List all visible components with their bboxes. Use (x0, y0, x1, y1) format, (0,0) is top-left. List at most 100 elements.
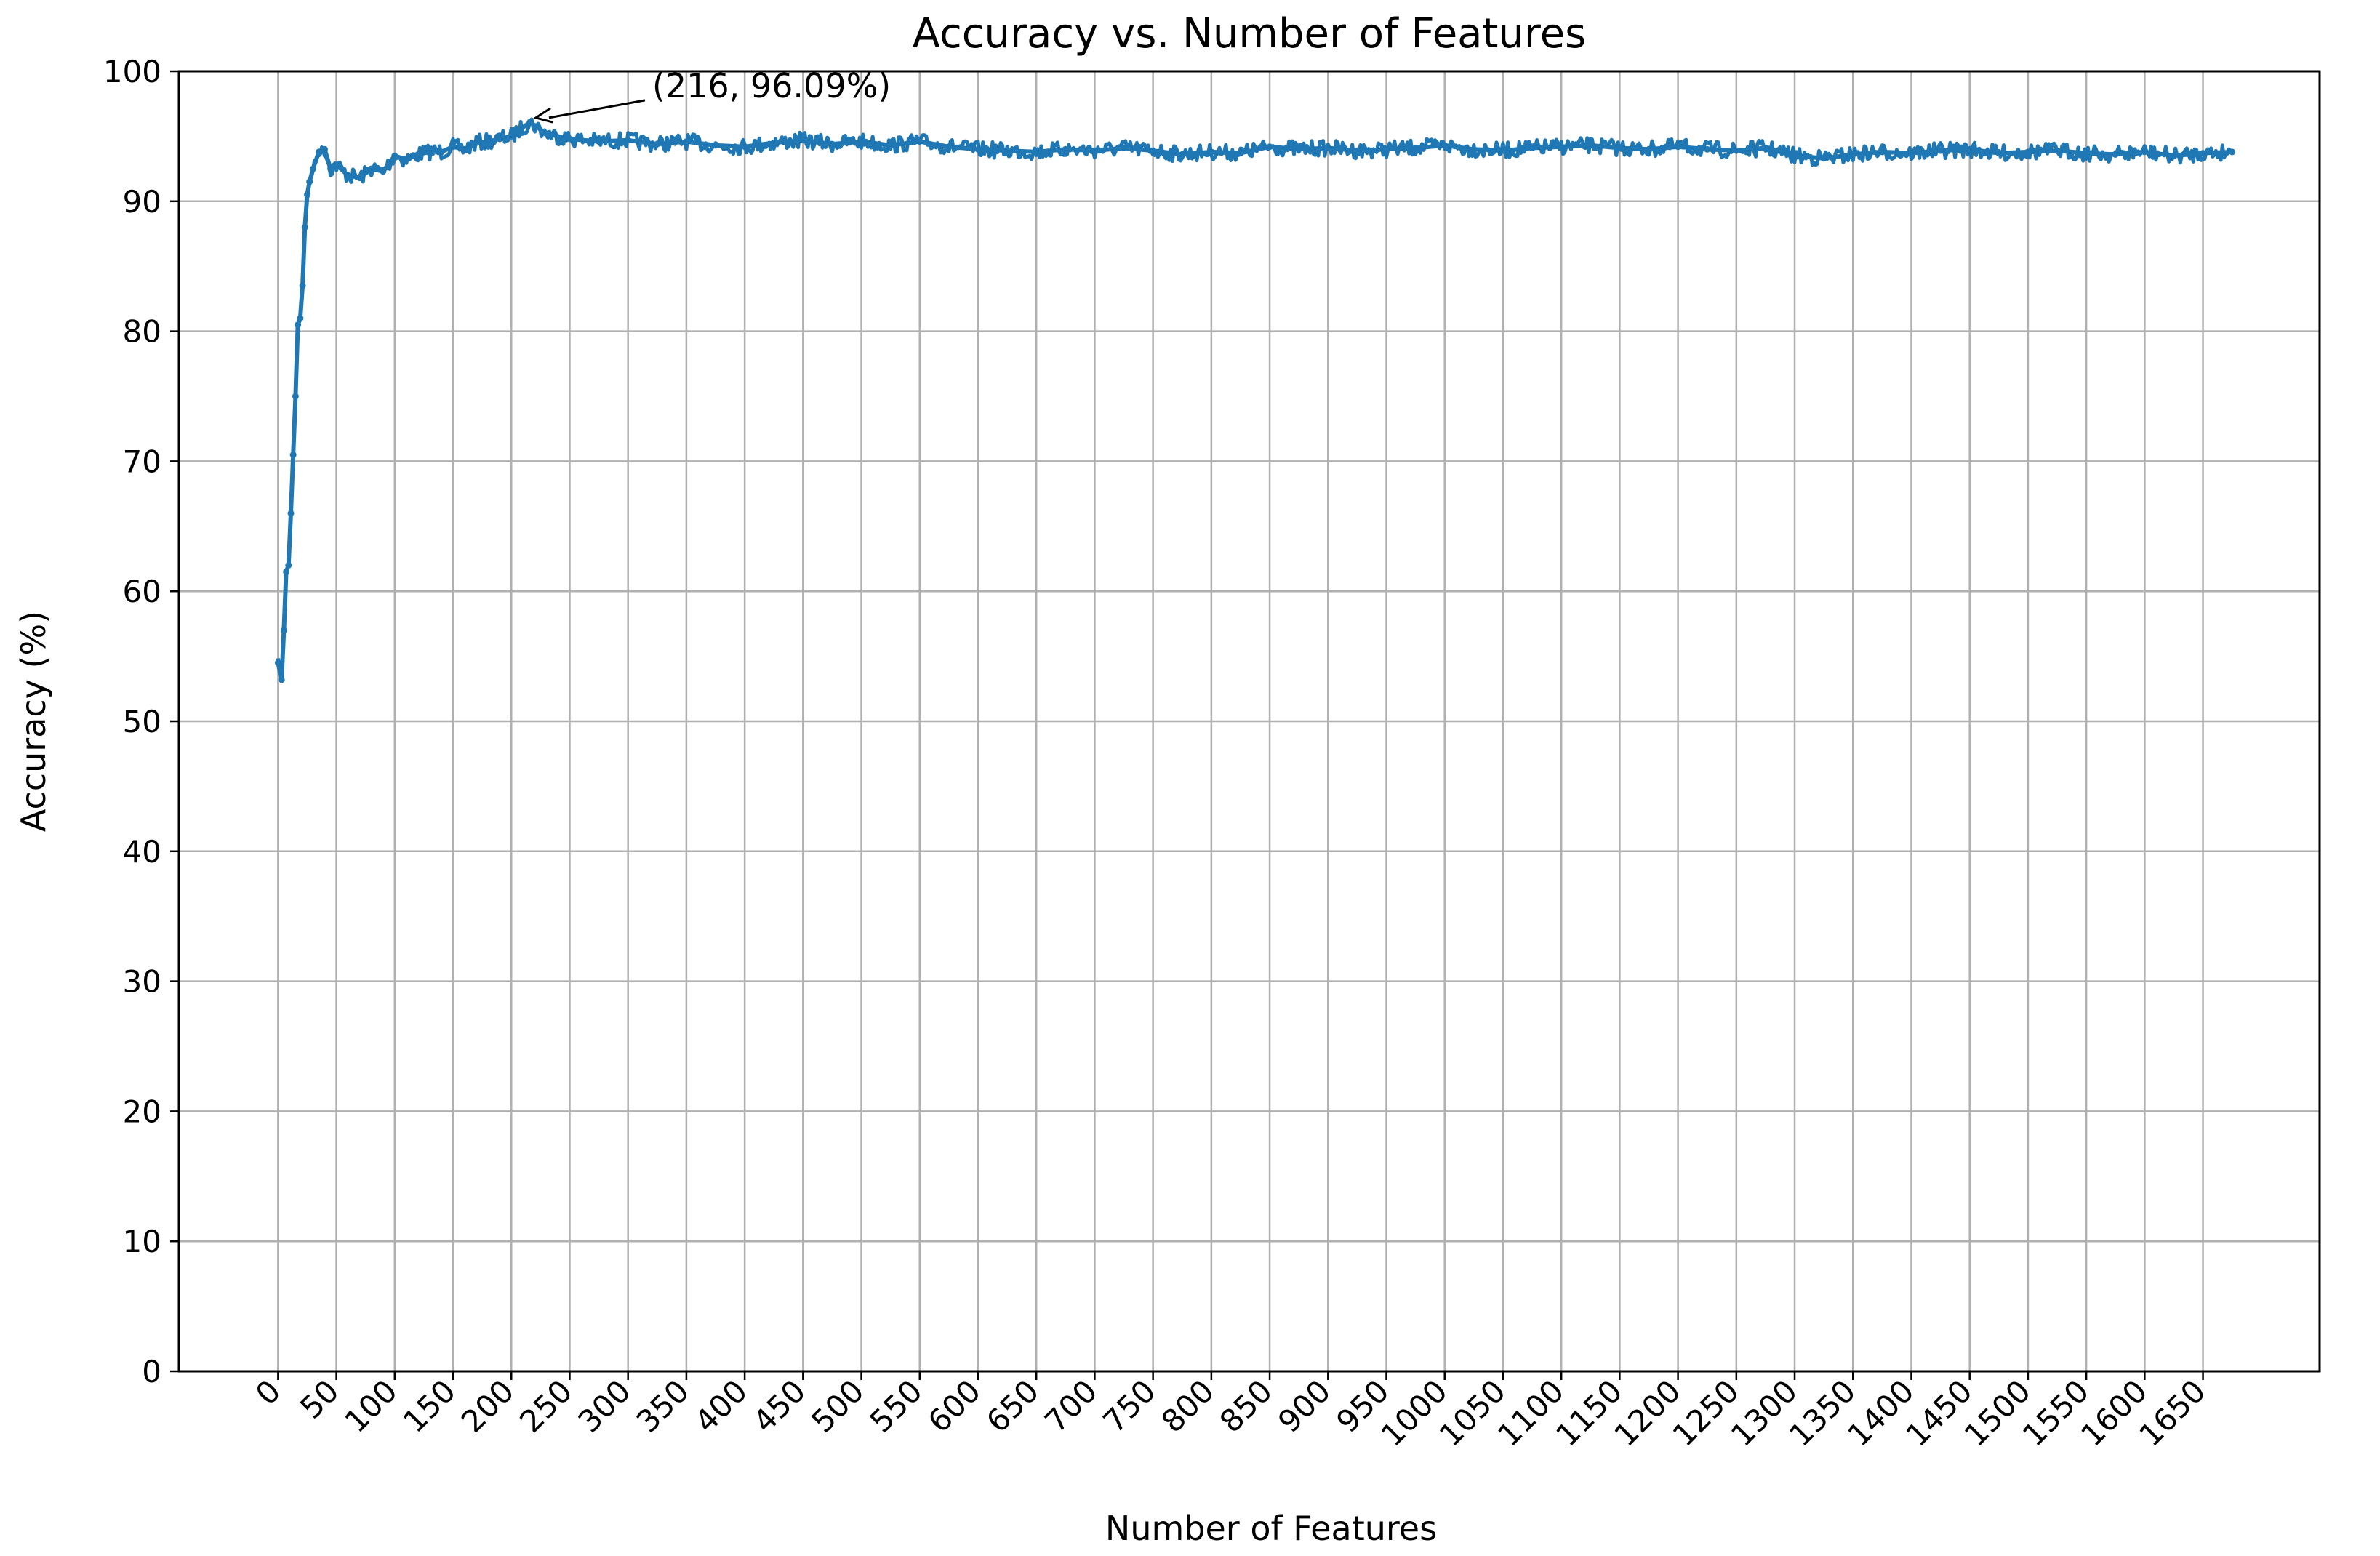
annotation-arrow-shaft (548, 99, 646, 119)
data-point (289, 452, 297, 458)
data-point (1003, 147, 1011, 154)
data-point (287, 510, 295, 517)
data-point (438, 148, 445, 156)
data-point (327, 165, 334, 172)
data-point (310, 165, 316, 172)
data-point (1762, 145, 1769, 151)
y-tick-label: 80 (123, 314, 161, 350)
data-point (1208, 148, 1215, 156)
y-tick-label: 10 (123, 1224, 161, 1259)
data-point (414, 151, 422, 158)
data-point (391, 152, 398, 159)
y-tick-label: 30 (123, 964, 161, 1000)
data-point (1470, 145, 1478, 153)
data-point (1587, 142, 1594, 149)
data-point (2083, 150, 2090, 157)
data-point (596, 138, 603, 145)
data-point (316, 148, 322, 156)
data-point (380, 168, 387, 175)
data-point (292, 393, 299, 400)
data-point (945, 143, 953, 151)
data-point (974, 145, 982, 153)
data-point (799, 137, 806, 144)
data-point (1179, 151, 1186, 158)
data-point (2171, 152, 2177, 159)
data-point (1062, 145, 1069, 153)
y-tick-label: 0 (142, 1354, 161, 1389)
data-point (403, 156, 410, 164)
data-point (1908, 150, 1915, 157)
data-point (1499, 147, 1507, 154)
data-point (2112, 151, 2119, 158)
y-tick-label: 60 (123, 574, 161, 609)
data-point (484, 138, 492, 145)
data-point (1324, 145, 1331, 151)
data-point (1441, 142, 1449, 149)
data-point (285, 561, 292, 569)
data-point (449, 143, 457, 151)
annotation-arrow-head (533, 107, 553, 124)
data-point (566, 135, 573, 143)
x-axis-title: Number of Features (1105, 1509, 1437, 1548)
data-point (280, 627, 287, 634)
data-point (1528, 145, 1536, 151)
data-point (278, 676, 285, 683)
data-point (712, 142, 719, 149)
data-point (321, 145, 328, 153)
data-point (916, 138, 923, 145)
y-axis-title: Accuracy (%) (14, 611, 53, 832)
data-point (542, 130, 550, 137)
data-point (1033, 148, 1040, 156)
data-point (333, 161, 340, 169)
data-point (1733, 147, 1740, 154)
data-point (508, 132, 515, 140)
data-point (1704, 145, 1711, 153)
data-point (1266, 143, 1273, 151)
data-point (526, 119, 534, 126)
data-point (770, 139, 777, 146)
data-point (1616, 145, 1623, 151)
data-point (858, 138, 865, 145)
data-point (304, 191, 310, 198)
data-point (1412, 145, 1419, 151)
annotation: (216, 96.09%) (533, 66, 891, 124)
data-point (887, 142, 894, 149)
data-point (356, 175, 364, 182)
y-tick-label: 50 (123, 704, 161, 739)
data-point (283, 568, 290, 575)
data-point (274, 659, 281, 666)
data-point (301, 224, 308, 231)
data-point (2200, 150, 2207, 157)
data-point (426, 148, 433, 156)
data-point (683, 138, 690, 145)
data-point (306, 178, 313, 185)
data-point (297, 315, 304, 322)
data-point (1878, 148, 1886, 156)
series-layer (274, 117, 2236, 683)
data-point (2024, 148, 2032, 156)
data-point (1791, 152, 1798, 159)
data-point (368, 165, 375, 172)
data-point (496, 135, 503, 143)
data-point (1091, 147, 1098, 154)
annotation-label: (216, 96.09%) (652, 66, 891, 105)
y-tick-label: 20 (123, 1094, 161, 1129)
data-point (1383, 145, 1390, 153)
data-point (1121, 145, 1127, 151)
chart-title: Accuracy vs. Number of Features (913, 10, 1587, 57)
data-point (1295, 145, 1302, 153)
data-point (1353, 147, 1361, 154)
data-point (1820, 155, 1827, 162)
data-point (1150, 147, 1157, 154)
data-point (1937, 147, 1944, 154)
y-tick-label: 100 (103, 54, 161, 89)
data-point (828, 140, 836, 148)
y-tick-label: 90 (123, 184, 161, 220)
data-point (1849, 151, 1856, 158)
data-point (1966, 145, 1974, 153)
data-point (741, 143, 748, 151)
data-point (1237, 150, 1244, 157)
data-point (345, 172, 352, 179)
